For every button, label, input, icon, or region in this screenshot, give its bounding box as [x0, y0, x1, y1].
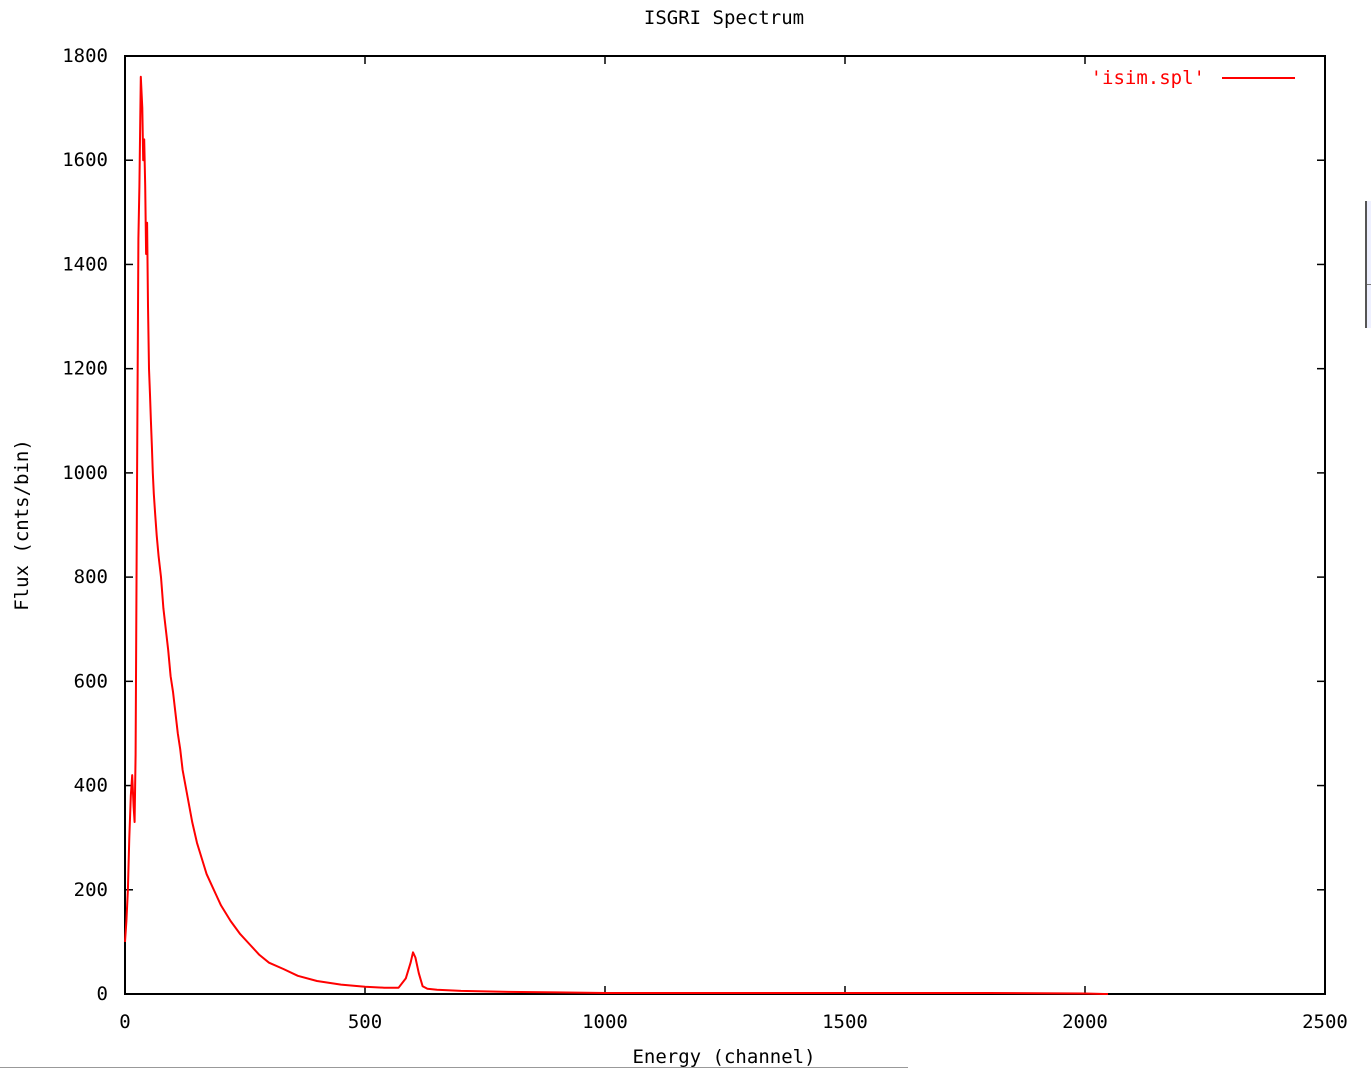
y-tick-label: 1000 — [62, 462, 108, 484]
x-tick-label: 0 — [119, 1011, 130, 1033]
y-tick-label: 0 — [97, 983, 108, 1005]
y-axis-ticks: 0 200 400 600 800 1000 1200 1400 1600 1800 — [62, 45, 1325, 1005]
x-tick-label: 2000 — [1062, 1011, 1108, 1033]
y-tick-label: 1400 — [62, 253, 108, 275]
x-tick-label: 500 — [348, 1011, 382, 1033]
y-tick-label: 600 — [74, 670, 108, 692]
plot-border — [124, 55, 1326, 995]
side-panel-edge — [1365, 201, 1371, 328]
x-axis-ticks: 0 500 1000 1500 2000 2500 — [119, 56, 1348, 1033]
series-layer — [124, 75, 1108, 995]
y-tick-label: 1200 — [62, 358, 108, 380]
x-tick-label: 1500 — [822, 1011, 868, 1033]
y-tick-label: 1800 — [62, 45, 108, 67]
x-tick-label: 2500 — [1302, 1011, 1348, 1033]
y-tick-label: 800 — [74, 566, 108, 588]
y-tick-label: 200 — [74, 879, 108, 901]
bottom-divider — [0, 1067, 908, 1068]
x-tick-label: 1000 — [582, 1011, 628, 1033]
plot-frame — [124, 55, 1326, 995]
y-tick-label: 400 — [74, 775, 108, 797]
y-axis-label: Flux (cnts/bin) — [11, 439, 33, 611]
y-tick-label: 1600 — [62, 149, 108, 171]
legend-label: 'isim.spl' — [1091, 67, 1205, 89]
x-axis-label: Energy (channel) — [632, 1046, 815, 1068]
series-line — [124, 75, 1108, 995]
chart-title: ISGRI Spectrum — [644, 7, 804, 29]
legend: 'isim.spl' — [1091, 67, 1295, 89]
